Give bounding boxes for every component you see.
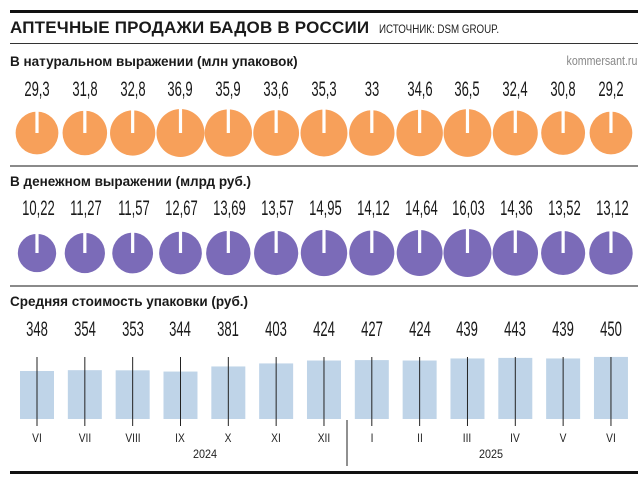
year-label-2025: 2025: [478, 447, 504, 461]
data-label: 11,27: [69, 197, 102, 220]
data-label: 33: [364, 78, 380, 101]
month-tick-label: V: [559, 431, 567, 445]
data-label: 13,69: [213, 197, 247, 220]
pie-slit: [609, 230, 613, 253]
pie-slit: [131, 231, 135, 253]
pie-slit: [83, 109, 87, 133]
month-tick-label: VI: [606, 431, 616, 445]
month-tick-label: VI: [32, 431, 42, 445]
data-label: 29,2: [598, 78, 624, 101]
pie-slit: [35, 232, 39, 253]
data-label: 424: [408, 318, 431, 341]
pie-slit: [322, 228, 326, 253]
divider-money: [10, 285, 638, 287]
data-label: 450: [600, 318, 622, 341]
pie-slit: [418, 229, 422, 253]
section-title-money: В денежном выражении (млрд руб.): [10, 174, 252, 189]
data-label: 439: [552, 318, 574, 341]
credit-link[interactable]: kommersant.ru: [566, 54, 637, 68]
month-tick-label: VII: [78, 431, 92, 445]
pie-slit: [513, 229, 517, 253]
data-label: 14,64: [404, 197, 438, 220]
month-tick-label: X: [224, 431, 232, 445]
data-label: 14,12: [356, 197, 390, 220]
pie-slit: [274, 109, 278, 133]
data-label: 32,4: [502, 78, 528, 101]
top-rule: [10, 10, 638, 13]
pie-slit: [561, 110, 565, 133]
data-label: 34,6: [406, 78, 433, 101]
data-label: 10,22: [22, 197, 55, 220]
section-title-price: Средняя стоимость упаковки (руб.): [10, 294, 249, 309]
section-title-units: В натуральном выражении (млн упаковок): [10, 54, 298, 69]
data-label: 13,12: [596, 197, 629, 220]
data-label: 381: [217, 318, 240, 341]
month-tick-label: III: [463, 431, 472, 445]
chart-title-text: АПТЕЧНЫЕ ПРОДАЖИ БАДОВ В РОССИИ: [10, 18, 370, 37]
data-label: 14,95: [309, 197, 342, 220]
data-label: 33,6: [263, 78, 289, 101]
data-label: 11,57: [117, 197, 150, 220]
data-label: 427: [360, 318, 383, 341]
data-label: 424: [313, 318, 335, 341]
pie-slit: [131, 109, 135, 133]
chart-title: АПТЕЧНЫЕ ПРОДАЖИ БАДОВ В РОССИИ ИСТОЧНИК:…: [10, 18, 521, 38]
data-label: 443: [504, 318, 527, 341]
month-tick-label: I: [370, 431, 374, 445]
month-tick-label: XI: [271, 431, 281, 445]
pie-slit: [178, 230, 183, 253]
divider-units: [10, 165, 638, 167]
pie-slit: [465, 228, 470, 253]
data-label: 403: [265, 318, 288, 341]
month-tick-label: XII: [317, 431, 331, 445]
month-tick-label: II: [416, 431, 423, 445]
data-label: 354: [73, 318, 96, 341]
bottom-rule: [10, 471, 638, 474]
pie-slit: [226, 108, 230, 133]
pie-slit: [513, 109, 517, 133]
pie-slit: [370, 109, 374, 133]
data-label: 344: [169, 318, 192, 341]
pie-slit: [561, 229, 565, 253]
pie-slit: [370, 229, 374, 253]
data-label: 12,67: [165, 197, 199, 220]
pie-slit: [83, 231, 87, 253]
data-label: 29,3: [24, 78, 50, 101]
month-tick-label: IX: [175, 431, 186, 445]
month-tick-label: VIII: [124, 431, 141, 445]
pie-slit: [465, 108, 470, 133]
data-label: 13,57: [261, 197, 294, 220]
data-label: 16,03: [452, 197, 486, 220]
data-label: 31,8: [72, 78, 98, 101]
data-label: 30,8: [550, 78, 576, 101]
pie-slit: [178, 108, 183, 133]
pie-slit: [322, 108, 326, 133]
data-label: 36,9: [167, 78, 194, 101]
data-label: 439: [456, 318, 479, 341]
pie-slit: [274, 229, 278, 253]
data-label: 32,8: [119, 78, 146, 101]
data-label: 13,52: [548, 197, 581, 220]
data-label: 14,36: [500, 197, 534, 220]
data-label: 35,3: [311, 78, 337, 101]
pie-money: [589, 231, 633, 275]
pie-slit: [226, 229, 230, 253]
data-label: 353: [121, 318, 144, 341]
title-rule: [10, 43, 638, 44]
source-note: ИСТОЧНИК: DSM GROUP.: [379, 24, 500, 36]
month-tick-label: IV: [510, 431, 521, 445]
data-label: 36,5: [454, 78, 481, 101]
year-label-2024: 2024: [192, 447, 218, 461]
pie-slit: [609, 110, 613, 133]
data-label: 35,9: [215, 78, 241, 101]
pie-slit: [35, 110, 39, 133]
data-label: 348: [26, 318, 48, 341]
pie-slit: [418, 108, 422, 133]
